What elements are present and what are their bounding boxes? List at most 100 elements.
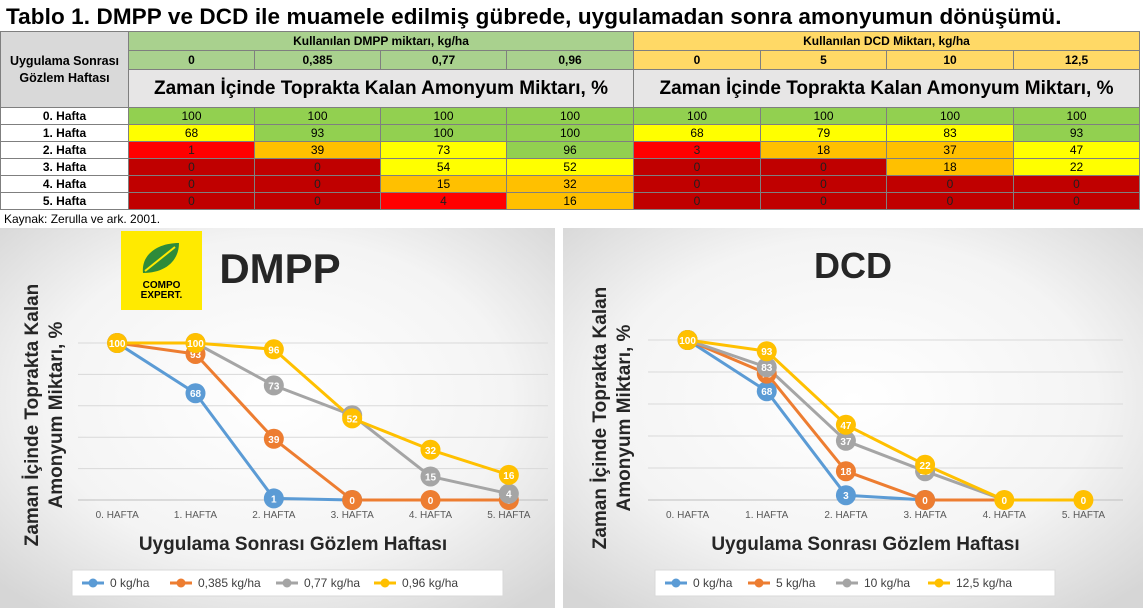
dmpp-value-cell: 4: [380, 192, 507, 210]
dcd-value-cell: 100: [760, 107, 887, 125]
data-label: 68: [190, 389, 202, 400]
data-label: 100: [187, 339, 204, 350]
data-point: [1073, 490, 1094, 510]
data-label: 52: [347, 414, 359, 425]
page-title: Tablo 1. DMPP ve DCD ile muamele edilmiş…: [6, 4, 1062, 29]
data-point: [835, 430, 856, 451]
table-corner-header: Uygulama Sonrası Gözlem Haftası: [0, 31, 129, 108]
dcd-value-cell: 0: [633, 158, 761, 176]
x-tick-label: 2. HAFTA: [824, 510, 867, 521]
dmpp-value-cell: 96: [506, 141, 634, 159]
dcd-dose-cell: 10: [886, 50, 1014, 70]
data-point: [263, 488, 284, 509]
source-note: Kaynak: Zerulla ve ark. 2001.: [4, 212, 161, 226]
dcd-dose-cell: 12,5: [1013, 50, 1140, 70]
x-tick-label: 1. HAFTA: [745, 510, 788, 521]
dmpp-value-cell: 52: [506, 158, 634, 176]
data-point: [756, 381, 777, 402]
chart-title: DMPP: [219, 245, 340, 292]
legend-entry: 5 kg/ha: [776, 576, 816, 590]
x-tick-label: 4. HAFTA: [983, 510, 1026, 521]
table-row: 3. Hafta 0 0 54 52 0 0 18 22: [0, 158, 1140, 176]
dmpp-value-cell: 54: [380, 158, 507, 176]
data-point: [420, 490, 441, 510]
data-label: 22: [920, 461, 932, 472]
dcd-value-cell: 0: [1013, 192, 1140, 210]
data-point: [756, 357, 777, 378]
week-label: 5. Hafta: [0, 192, 129, 210]
dmpp-value-cell: 0: [254, 158, 381, 176]
x-tick-label: 0. HAFTA: [96, 510, 139, 521]
dmpp-value-cell: 0: [128, 192, 255, 210]
data-point: [420, 439, 441, 460]
x-tick-label: 3. HAFTA: [904, 510, 947, 521]
dcd-value-cell: 79: [760, 124, 887, 142]
legend-entry: 0 kg/ha: [693, 576, 733, 590]
dmpp-value-cell: 100: [380, 107, 507, 125]
legend-swatch-marker: [176, 578, 186, 588]
dmpp-dose-cell: 0,77: [380, 50, 507, 70]
dcd-value-cell: 0: [760, 192, 887, 210]
data-point: [342, 408, 363, 429]
dcd-value-cell: 0: [760, 175, 887, 193]
data-label: 32: [425, 446, 437, 457]
dcd-value-cell: 100: [1013, 107, 1140, 125]
dmpp-value-cell: 0: [128, 158, 255, 176]
dcd-dose-cell: 5: [760, 50, 887, 70]
logo-text-line2: EXPERT.: [140, 290, 183, 301]
legend-swatch-marker: [282, 578, 292, 588]
series-line: [687, 338, 1084, 502]
compo-expert-logo: COMPO EXPERT.: [121, 231, 202, 310]
x-tick-label: 3. HAFTA: [331, 510, 374, 521]
dcd-value-cell: 0: [633, 175, 761, 193]
dcd-chart: DCD 0. HAFTA 1. HAFTA 2. HAFTA 3. HAFTA 4. HA…: [563, 228, 1143, 608]
dmpp-dose-cell: 0,385: [254, 50, 381, 70]
dcd-table-subtitle: Zaman İçinde Toprakta Kalan Amonyum Mikt…: [633, 69, 1140, 108]
data-label: 37: [840, 437, 852, 448]
dcd-value-cell: 18: [760, 141, 887, 159]
dcd-value-cell: 68: [633, 124, 761, 142]
chart-title: DCD: [814, 245, 892, 286]
week-label: 2. Hafta: [0, 141, 129, 159]
logo-text-line1: COMPO: [142, 280, 181, 291]
data-point: [835, 414, 856, 435]
dmpp-value-cell: 39: [254, 141, 381, 159]
dmpp-chart: DMPP 0. HAFTA 1. HAFTA 2. HAFTA 3. HAFTA 4. H…: [0, 228, 555, 608]
x-tick-label: 0. HAFTA: [666, 510, 709, 521]
legend-entry: 10 kg/ha: [864, 576, 910, 590]
x-tick-label: 5. HAFTA: [487, 510, 530, 521]
table-row: 0. Hafta 100 100 100 100 100 100 100 100: [0, 107, 1140, 125]
data-label: 0: [1081, 496, 1087, 507]
data-label: 0: [1001, 496, 1007, 507]
series-line: [116, 341, 509, 502]
dmpp-value-cell: 15: [380, 175, 507, 193]
data-label: 15: [425, 472, 437, 483]
dmpp-value-cell: 0: [128, 175, 255, 193]
data-point: [498, 483, 519, 504]
data-label: 4: [506, 490, 512, 501]
chart-background: [0, 228, 555, 608]
dcd-value-cell: 0: [886, 192, 1014, 210]
dmpp-value-cell: 73: [380, 141, 507, 159]
week-label: 3. Hafta: [0, 158, 129, 176]
data-point: [915, 454, 936, 475]
week-label: 1. Hafta: [0, 124, 129, 142]
dmpp-value-cell: 32: [506, 175, 634, 193]
table-row: 5. Hafta 0 0 4 16 0 0 0 0: [0, 192, 1140, 210]
data-label: 100: [109, 339, 126, 350]
data-label: 96: [268, 345, 280, 356]
data-point: [756, 341, 777, 362]
dcd-value-cell: 47: [1013, 141, 1140, 159]
dmpp-value-cell: 100: [128, 107, 255, 125]
dmpp-value-cell: 100: [380, 124, 507, 142]
table-row: 1. Hafta 68 93 100 100 68 79 83 93: [0, 124, 1140, 142]
data-label: 83: [761, 363, 773, 374]
dcd-value-cell: 0: [760, 158, 887, 176]
dmpp-value-cell: 93: [254, 124, 381, 142]
dcd-dose-cell: 0: [633, 50, 761, 70]
dmpp-value-cell: 100: [506, 124, 634, 142]
legend-entry: 0,77 kg/ha: [304, 576, 360, 590]
dcd-chart-panel: DCD 0. HAFTA 1. HAFTA 2. HAFTA 3. HAFTA 4. HA…: [563, 228, 1143, 608]
dcd-value-cell: 0: [886, 175, 1014, 193]
legend-entry: 0,96 kg/ha: [402, 576, 458, 590]
